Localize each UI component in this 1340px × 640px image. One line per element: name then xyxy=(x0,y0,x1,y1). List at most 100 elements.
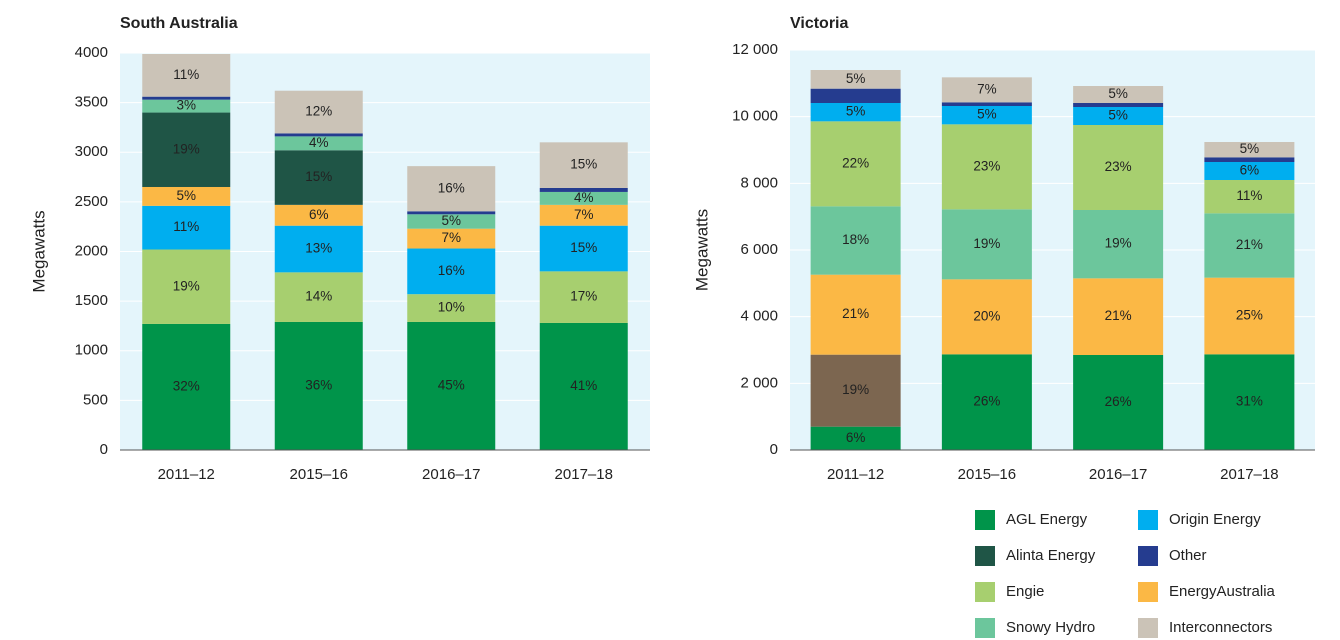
value-label: 19% xyxy=(1105,236,1132,251)
value-label: 6% xyxy=(846,430,866,445)
bar-segment xyxy=(810,354,901,427)
y-tick-label: 500 xyxy=(83,391,108,408)
legend-label: AGL Energy xyxy=(1006,511,1088,528)
x-tick-label: 2016–17 xyxy=(422,466,480,483)
value-label: 19% xyxy=(973,236,1000,251)
bar-segment xyxy=(1073,103,1164,107)
value-label: 23% xyxy=(1105,159,1132,174)
bar-segment xyxy=(539,142,628,188)
value-label: 11% xyxy=(173,67,199,82)
value-label: 5% xyxy=(977,107,997,122)
bar-segment xyxy=(407,228,496,249)
y-tick-label: 6 000 xyxy=(740,241,778,258)
bar-segment xyxy=(539,187,628,192)
value-label: 16% xyxy=(438,263,465,278)
value-label: 15% xyxy=(570,157,597,172)
y-tick-label: 12 000 xyxy=(732,41,778,58)
value-label: 15% xyxy=(305,169,332,184)
bar-segment xyxy=(539,225,628,272)
bar-segment xyxy=(941,77,1032,103)
value-label: 26% xyxy=(973,394,1000,409)
value-label: 23% xyxy=(973,158,1000,173)
bar-segment xyxy=(1073,86,1164,103)
value-label: 26% xyxy=(1105,394,1132,409)
y-tick-label: 10 000 xyxy=(732,108,778,125)
value-label: 36% xyxy=(305,378,332,393)
bar-segment xyxy=(1204,354,1295,450)
legend-label: Origin Energy xyxy=(1169,511,1261,528)
bar-segment xyxy=(941,106,1032,125)
bar-segment xyxy=(142,186,231,206)
bar-segment xyxy=(1073,210,1164,279)
bar-segment xyxy=(274,133,363,137)
y-tick-label: 2 000 xyxy=(740,374,778,391)
y-tick-label: 8 000 xyxy=(740,174,778,191)
bar-segment xyxy=(274,136,363,151)
x-tick-label: 2016–17 xyxy=(1089,466,1147,483)
y-tick-label: 0 xyxy=(100,441,108,458)
legend-label: Other xyxy=(1169,547,1207,564)
y-tick-label: 0 xyxy=(770,441,778,458)
bar-segment xyxy=(1073,355,1164,450)
bar-segment xyxy=(407,294,496,322)
y-tick-label: 2500 xyxy=(75,193,108,210)
x-tick-label: 2015–16 xyxy=(290,466,348,483)
value-label: 20% xyxy=(973,308,1000,323)
value-label: 4% xyxy=(309,135,329,150)
x-tick-label: 2015–16 xyxy=(958,466,1016,483)
bar-segment xyxy=(810,274,901,355)
value-label: 5% xyxy=(1108,86,1128,101)
bar-segment xyxy=(142,96,231,100)
value-label: 13% xyxy=(305,241,332,256)
bar-segment xyxy=(407,166,496,212)
bar-segment xyxy=(1073,107,1164,125)
y-axis-label: Megawatts xyxy=(692,209,711,291)
bar-segment xyxy=(407,214,496,229)
bar-segment xyxy=(142,53,231,97)
value-label: 45% xyxy=(438,378,465,393)
y-tick-label: 2000 xyxy=(75,242,108,259)
bar-segment xyxy=(810,426,901,450)
bar-segment xyxy=(941,354,1032,450)
bar-segment xyxy=(810,121,901,207)
bar-segment xyxy=(142,99,231,113)
bar-segment xyxy=(274,272,363,322)
value-label: 10% xyxy=(438,300,465,315)
value-label: 22% xyxy=(842,155,869,170)
value-label: 18% xyxy=(842,232,869,247)
y-tick-label: 3500 xyxy=(75,94,108,111)
value-label: 5% xyxy=(1240,141,1260,156)
bar-segment xyxy=(1204,213,1295,278)
bar-segment xyxy=(539,191,628,205)
legend-label: Snowy Hydro xyxy=(1006,619,1095,636)
x-tick-label: 2017–18 xyxy=(1220,466,1278,483)
value-label: 17% xyxy=(570,289,597,304)
legend-swatch xyxy=(975,618,995,638)
bar-segment xyxy=(1204,162,1295,180)
value-label: 21% xyxy=(842,306,869,321)
value-label: 19% xyxy=(842,382,869,397)
value-label: 3% xyxy=(176,98,196,113)
bar-segment xyxy=(1073,278,1164,355)
bar-segment xyxy=(274,90,363,134)
bar-segment xyxy=(407,321,496,450)
bar-segment xyxy=(1204,180,1295,214)
chart-title: Victoria xyxy=(790,15,849,32)
legend-swatch xyxy=(975,510,995,530)
value-label: 5% xyxy=(176,188,196,203)
x-tick-label: 2011–12 xyxy=(827,466,884,483)
y-tick-label: 4000 xyxy=(75,44,108,61)
bar-segment xyxy=(142,205,231,250)
value-label: 25% xyxy=(1236,308,1263,323)
bar-segment xyxy=(810,88,901,103)
value-label: 5% xyxy=(846,104,866,119)
value-label: 19% xyxy=(173,141,200,156)
value-label: 31% xyxy=(1236,394,1263,409)
bar-segment xyxy=(274,150,363,205)
bar-segment xyxy=(274,204,363,226)
value-label: 32% xyxy=(173,379,200,394)
legend-swatch xyxy=(1138,582,1158,602)
value-label: 7% xyxy=(441,230,461,245)
bar-segment xyxy=(941,279,1032,355)
